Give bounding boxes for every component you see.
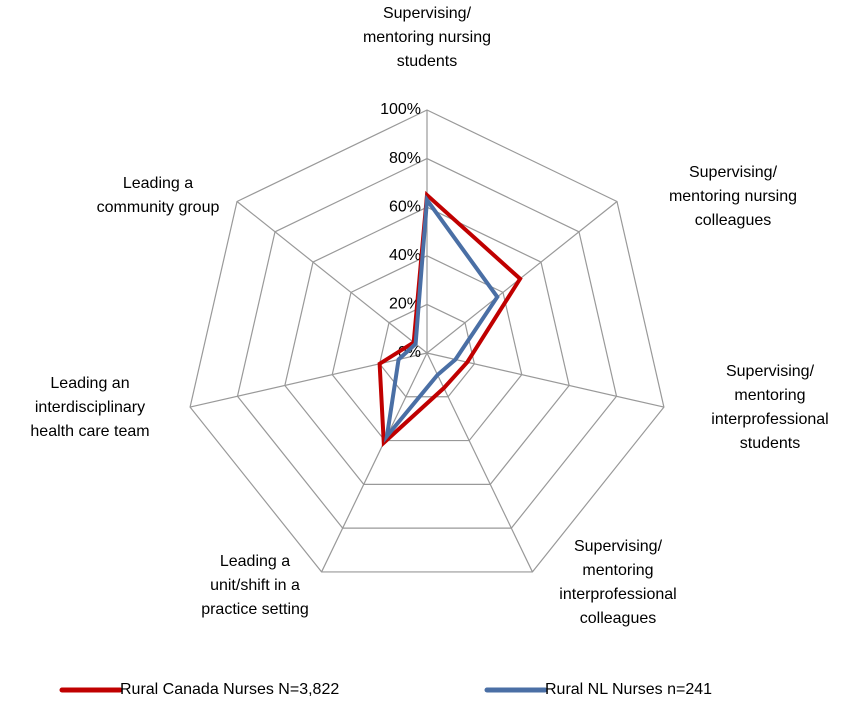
axis-label: Supervising/mentoring interprofessional co…: [559, 538, 676, 627]
r-tick-label: 60%: [389, 198, 421, 215]
spoke: [189, 352, 428, 408]
axis-label: Leading an interdisciplinary health care t…: [30, 375, 149, 440]
spoke: [236, 201, 428, 354]
grid-ring: [189, 109, 665, 573]
grid-ring: [378, 303, 476, 398]
series-line: [383, 194, 500, 444]
grid-ring: [236, 157, 618, 529]
r-tick-label: 40%: [389, 247, 421, 264]
r-tick-label: 20%: [389, 296, 421, 313]
spoke: [426, 352, 665, 408]
axis-label: Supervising/mentoring interprofessional st…: [711, 363, 828, 452]
axis-label: Supervising/mentoring nursing colleagues: [669, 164, 797, 229]
r-tick-label: 80%: [389, 150, 421, 167]
axis-label: Leading a unit/shift in a practice setting: [201, 553, 309, 618]
grid-ring: [331, 255, 523, 442]
r-tick-label: 100%: [380, 101, 421, 118]
axis-label: Supervising/mentoring nursing students: [363, 5, 491, 70]
spoke: [321, 352, 428, 573]
axis-label: Leading a community group: [97, 175, 220, 216]
legend-label: Rural NL Nurses n=241: [545, 681, 712, 698]
legend-label: Rural Canada Nurses N=3,822: [120, 681, 339, 698]
spoke: [426, 201, 618, 354]
grid-ring: [284, 206, 570, 485]
series-line: [377, 190, 523, 448]
spoke: [426, 352, 533, 573]
